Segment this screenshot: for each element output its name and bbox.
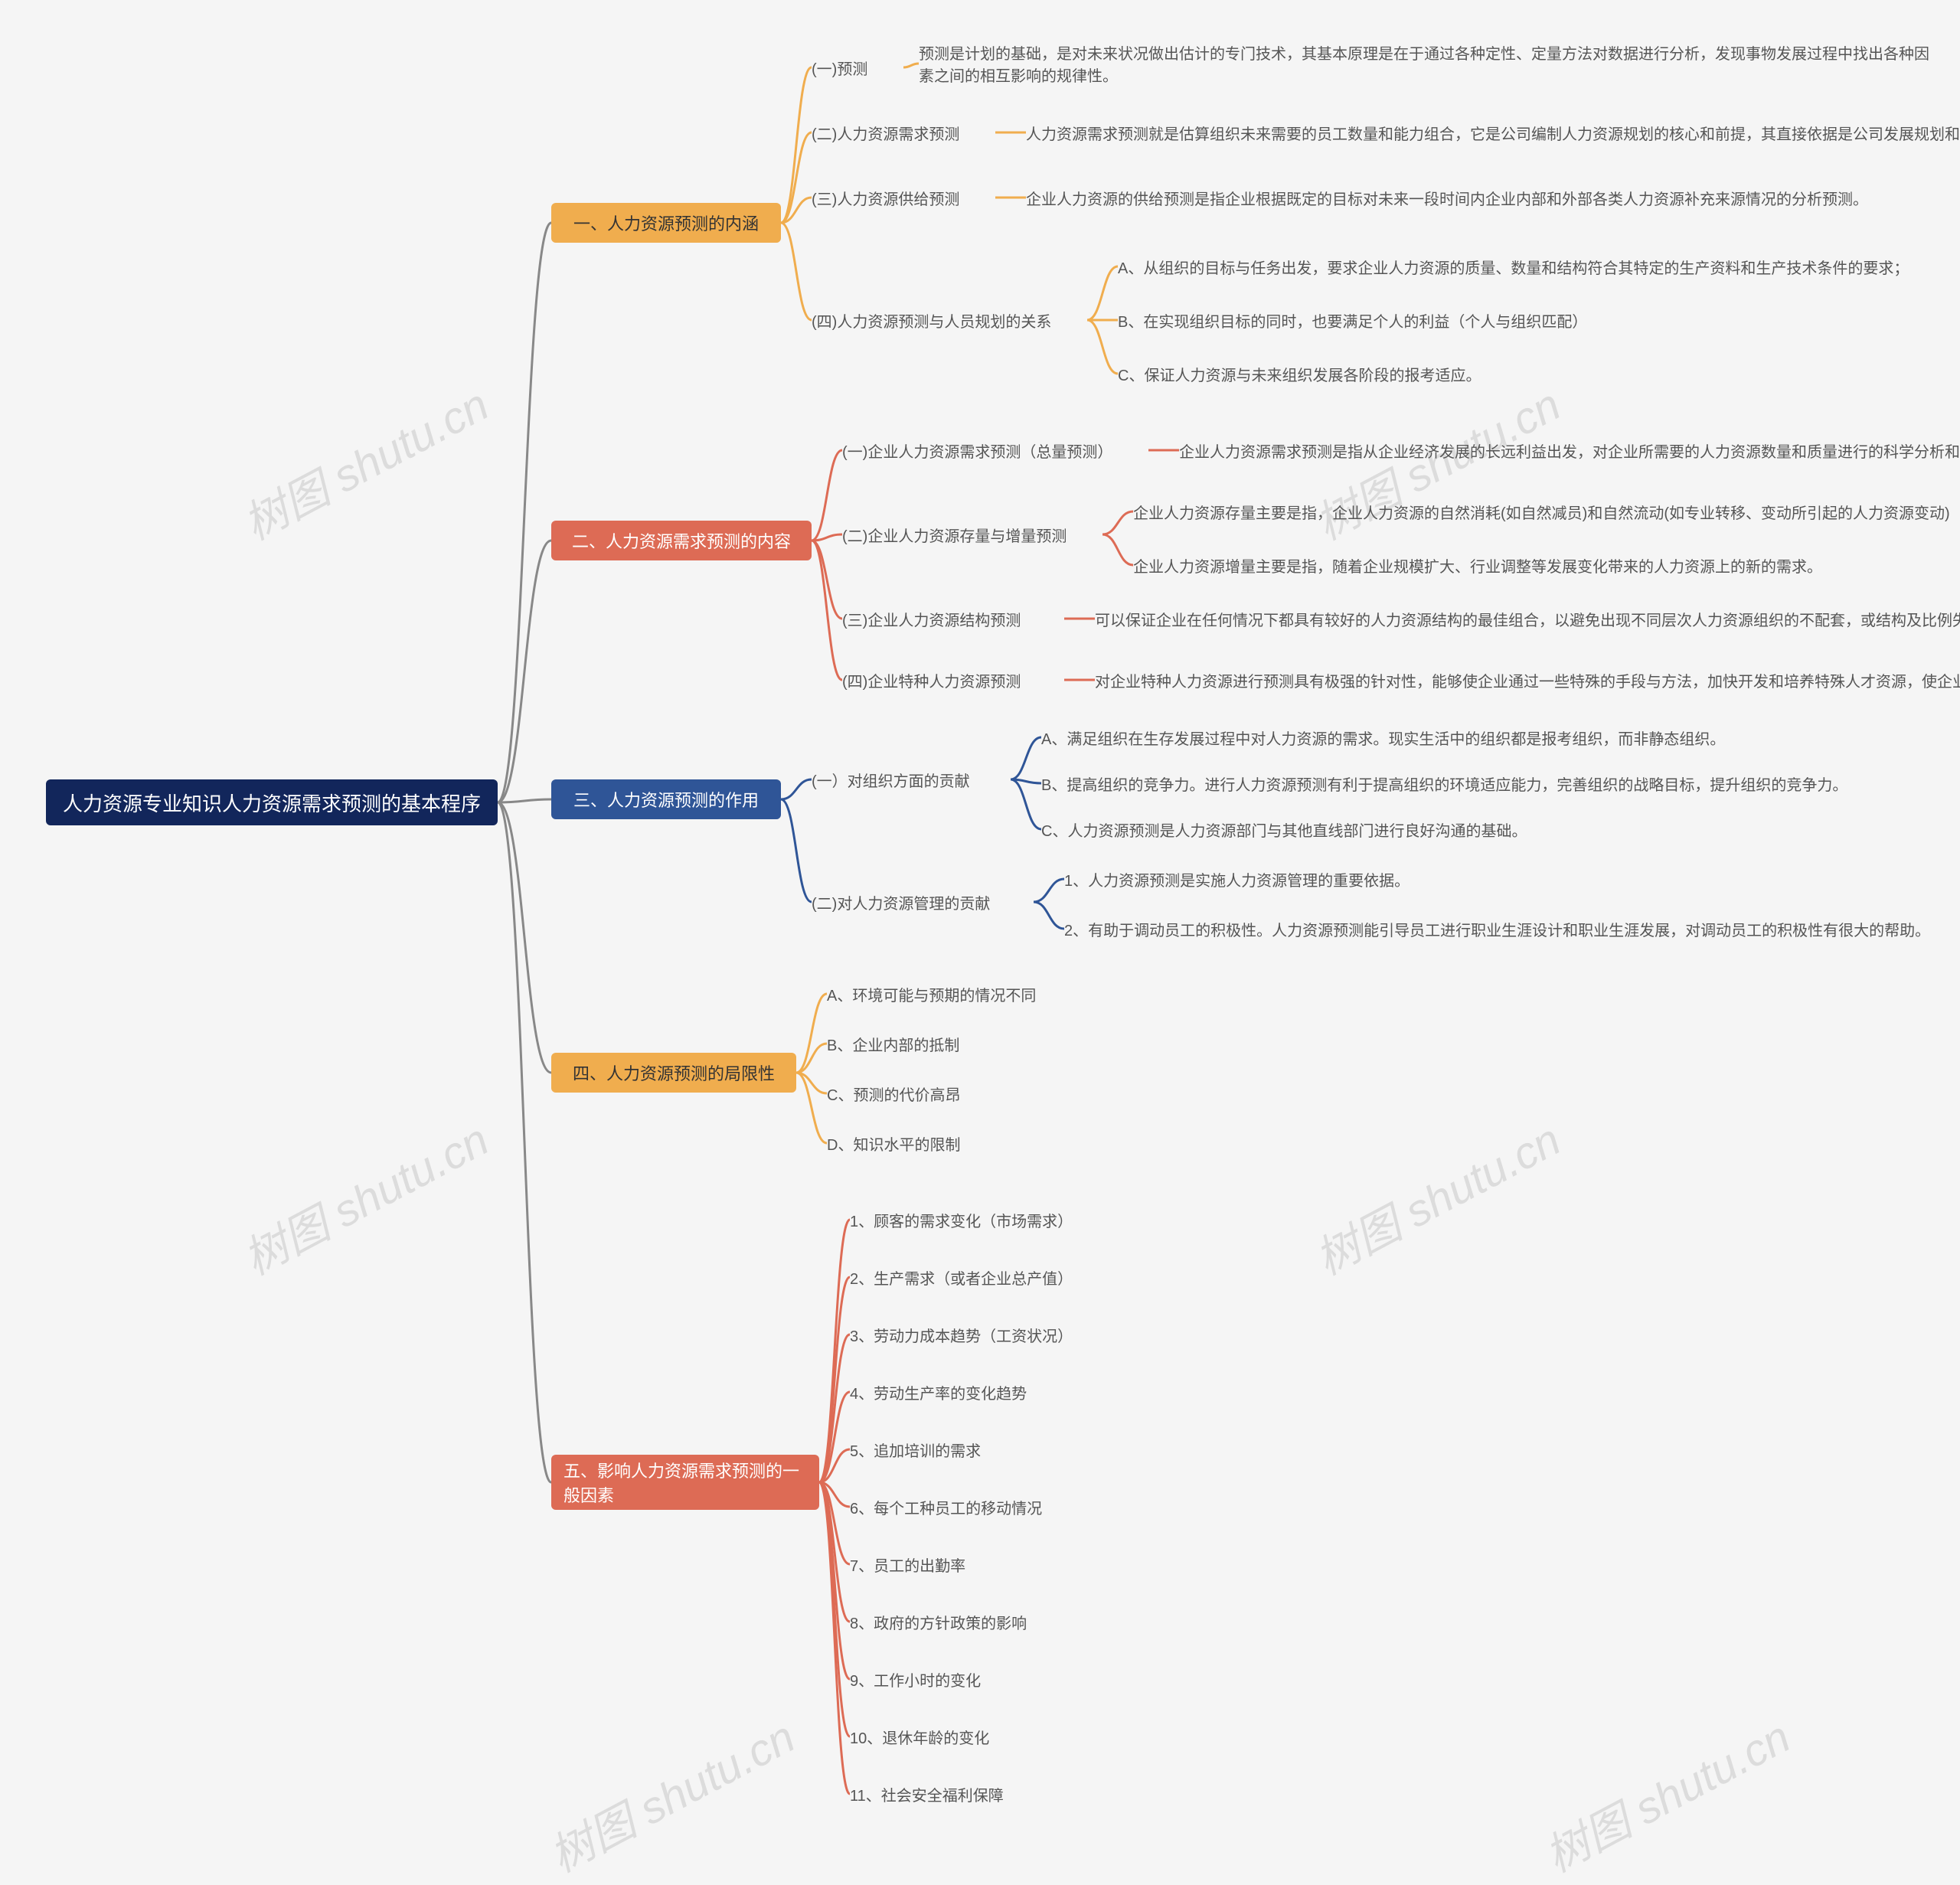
level2-node: 7、员工的出勤率 <box>850 1550 1003 1579</box>
level2-node: 6、每个工种员工的移动情况 <box>850 1493 1080 1521</box>
level2-node: (三)人力资源供给预测 <box>812 184 995 212</box>
watermark: 树图 shutu.cn <box>1532 1701 1800 1884</box>
leaf-node: 企业人力资源的供给预测是指企业根据既定的目标对未来一段时间内企业内部和外部各类人… <box>1026 184 1853 212</box>
branch-node: 二、人力资源需求预测的内容 <box>551 521 812 560</box>
leaf-node: 1、人力资源预测是实施人力资源管理的重要依据。 <box>1064 865 1432 893</box>
level2-node: 4、劳动生产率的变化趋势 <box>850 1378 1064 1406</box>
leaf-node: B、提高组织的竞争力。进行人力资源预测有利于提高组织的环境适应能力，完善组织的战… <box>1041 769 1807 798</box>
level2-node: (一)企业人力资源需求预测（总量预测） <box>842 436 1148 465</box>
level2-node: C、预测的代价高昂 <box>827 1080 995 1108</box>
branch-node: 一、人力资源预测的内涵 <box>551 203 781 243</box>
level2-node: (四)人力资源预测与人员规划的关系 <box>812 306 1087 335</box>
leaf-node: 企业人力资源增量主要是指，随着企业规模扩大、行业调整等发展变化带来的人力资源上的… <box>1133 551 1822 580</box>
leaf-node: 2、有助于调动员工的积极性。人力资源预测能引导员工进行职业生涯设计和职业生涯发展… <box>1064 915 1906 943</box>
leaf-node: B、在实现组织目标的同时，也要满足个人的利益（个人与组织匹配） <box>1118 306 1592 335</box>
level2-node: 10、退休年龄的变化 <box>850 1723 1026 1751</box>
level2-node: (四)企业特种人力资源预测 <box>842 666 1064 694</box>
leaf-node: 企业人力资源存量主要是指，企业人力资源的自然消耗(如自然减员)和自然流动(如专业… <box>1133 498 1937 526</box>
level2-node: 8、政府的方针政策的影响 <box>850 1608 1064 1636</box>
watermark: 树图 shutu.cn <box>230 1104 498 1287</box>
level2-node: D、知识水平的限制 <box>827 1129 995 1158</box>
leaf-node: C、保证人力资源与未来组织发展各阶段的报考适应。 <box>1118 360 1501 388</box>
level2-node: 9、工作小时的变化 <box>850 1665 1018 1694</box>
leaf-node: C、人力资源预测是人力资源部门与其他直线部门进行良好沟通的基础。 <box>1041 815 1539 844</box>
leaf-node: 企业人力资源需求预测是指从企业经济发展的长远利益出发，对企业所需要的人力资源数量… <box>1179 436 1945 465</box>
level2-node: 3、劳动力成本趋势（工资状况） <box>850 1321 1095 1349</box>
watermark: 树图 shutu.cn <box>230 369 498 552</box>
leaf-node: A、满足组织在生存发展过程中对人力资源的需求。现实生活中的组织都是报考组织，而非… <box>1041 724 1730 752</box>
level2-node: (三)企业人力资源结构预测 <box>842 605 1064 633</box>
branch-node: 三、人力资源预测的作用 <box>551 779 781 819</box>
level2-node: 2、生产需求（或者企业总产值） <box>850 1263 1095 1292</box>
leaf-node: A、从组织的目标与任务出发，要求企业人力资源的质量、数量和结构符合其特定的生产资… <box>1118 253 1883 281</box>
level2-node: B、企业内部的抵制 <box>827 1030 995 1058</box>
leaf-node: 预测是计划的基础，是对未来状况做出估计的专门技术，其基本原理是在于通过各种定性、… <box>919 42 1929 85</box>
level2-node: (二)对人力资源管理的贡献 <box>812 888 1034 916</box>
level2-node: (二)人力资源需求预测 <box>812 119 995 147</box>
watermark: 树图 shutu.cn <box>537 1701 805 1884</box>
watermark: 树图 shutu.cn <box>1302 1104 1570 1287</box>
level2-node: (二)企业人力资源存量与增量预测 <box>842 521 1102 549</box>
mindmap-canvas: 树图 shutu.cn树图 shutu.cn树图 shutu.cn树图 shut… <box>0 0 1960 1828</box>
level2-node: (一)预测 <box>812 54 903 82</box>
root-node: 人力资源专业知识人力资源需求预测的基本程序 <box>46 779 498 825</box>
level2-node: A、环境可能与预期的情况不同 <box>827 980 1072 1008</box>
leaf-node: 可以保证企业在任何情况下都具有较好的人力资源结构的最佳组合，以避免出现不同层次人… <box>1095 605 1937 633</box>
level2-node: (一）对组织方面的贡献 <box>812 766 1011 794</box>
level2-node: 1、顾客的需求变化（市场需求） <box>850 1206 1095 1234</box>
leaf-node: 人力资源需求预测就是估算组织未来需要的员工数量和能力组合，它是公司编制人力资源规… <box>1026 119 1929 147</box>
branch-node: 四、人力资源预测的局限性 <box>551 1053 796 1093</box>
branch-node: 五、影响人力资源需求预测的一般因素 <box>551 1455 819 1510</box>
level2-node: 5、追加培训的需求 <box>850 1436 1018 1464</box>
level2-node: 11、社会安全福利保障 <box>850 1780 1041 1808</box>
leaf-node: 对企业特种人力资源进行预测具有极强的针对性，能够使企业通过一些特殊的手段与方法，… <box>1095 666 1952 694</box>
